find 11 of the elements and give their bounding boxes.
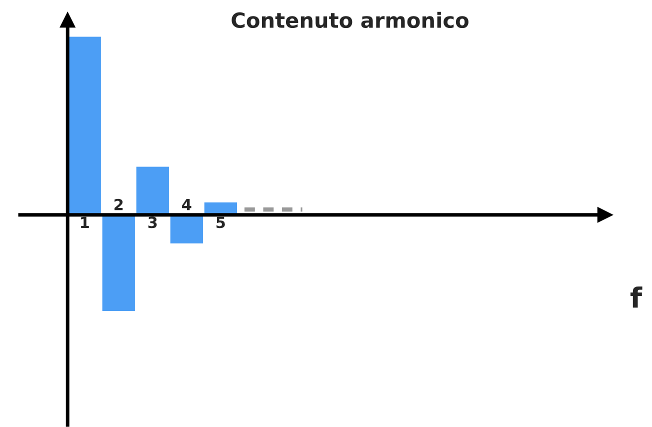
bar	[170, 214, 203, 244]
x-tick-label: 2	[114, 198, 123, 210]
x-tick-label: 4	[182, 199, 192, 210]
x-tick-label: 5	[216, 216, 225, 228]
x-tick-label: 1	[81, 216, 89, 228]
text: f	[630, 286, 642, 308]
bar	[102, 214, 135, 312]
x-tick-label: 3	[148, 216, 157, 228]
text: Contenuto armonico	[232, 12, 468, 28]
bar	[68, 36, 101, 215]
bar	[136, 166, 169, 215]
